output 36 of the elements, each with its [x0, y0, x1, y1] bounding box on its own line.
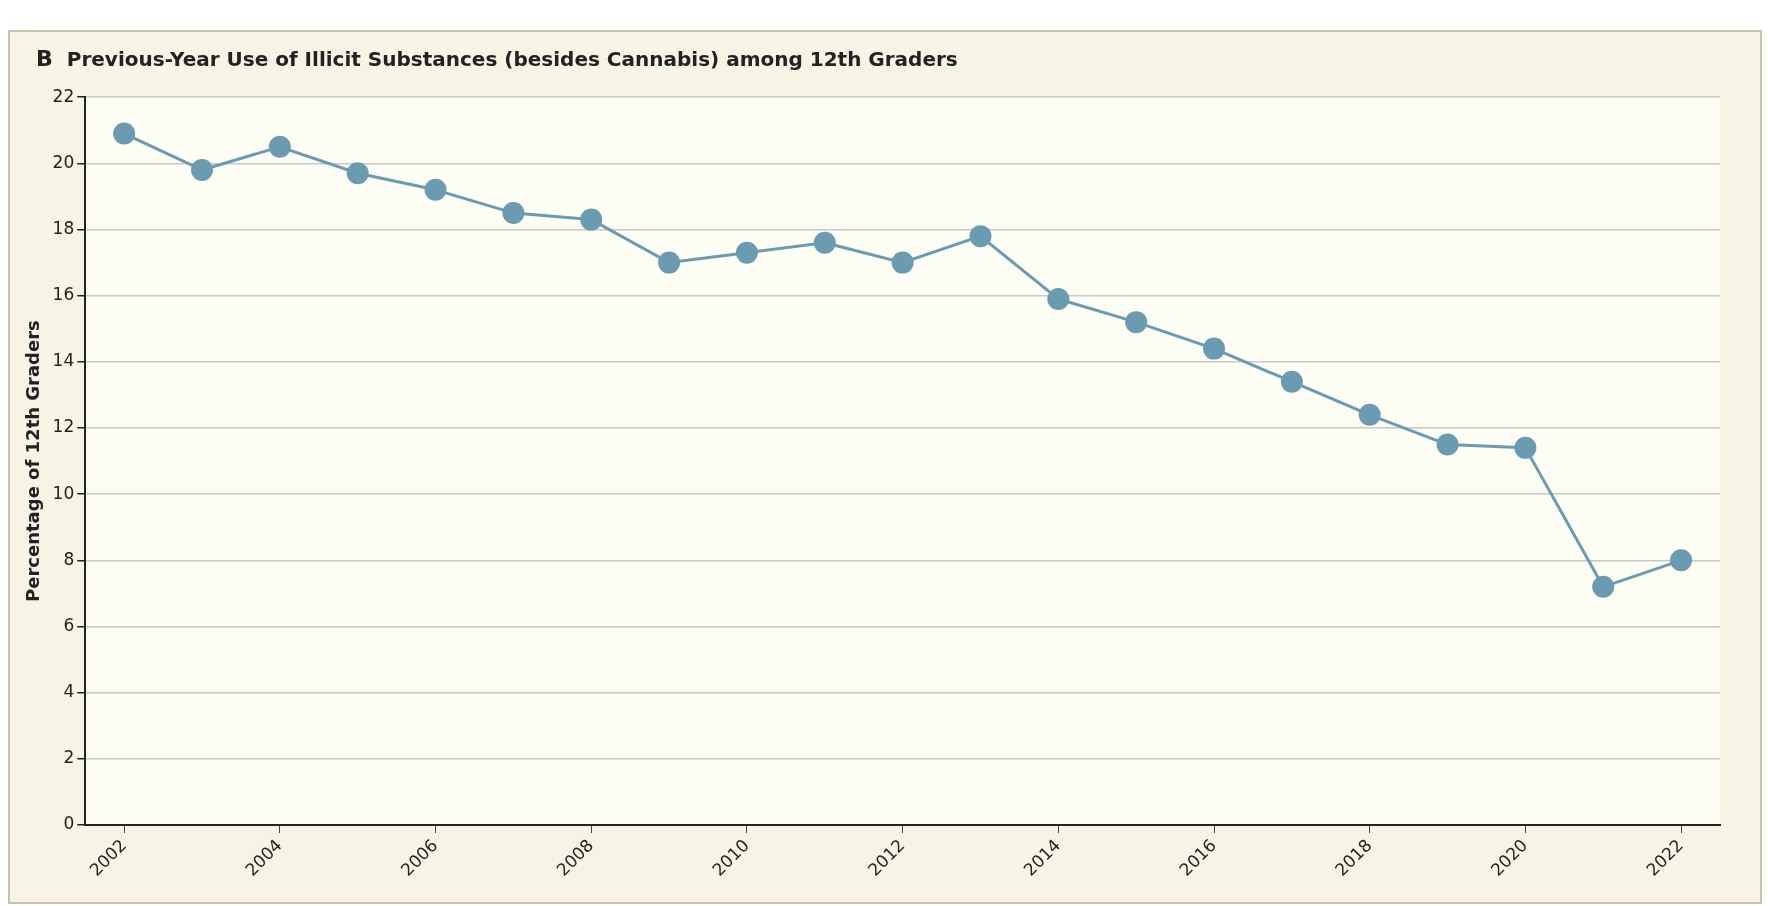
point: [1670, 549, 1693, 572]
point: [268, 135, 291, 158]
y-tick-label: 18: [52, 217, 75, 238]
point: [502, 201, 525, 224]
point: [191, 158, 213, 181]
y-tick-label: 10: [52, 482, 75, 503]
point: [1125, 311, 1148, 334]
y-tick-label: 22: [52, 85, 75, 106]
y-tick-label: 2: [63, 747, 75, 768]
chart-title: Previous-Year Use of Illicit Substances (besides Cannabis) among 12th Graders: [66, 47, 958, 71]
point: [1592, 575, 1615, 598]
point: [813, 231, 836, 254]
point: [969, 225, 992, 248]
y-tick-label: 20: [52, 151, 75, 172]
point: [658, 251, 681, 274]
point: [1514, 436, 1537, 459]
point: [891, 251, 914, 274]
point: [1358, 403, 1381, 426]
y-tick-label: 16: [52, 284, 75, 305]
text: B: [36, 46, 53, 71]
y-tick-label: 14: [52, 350, 75, 371]
y-tick-label: 0: [63, 813, 75, 834]
point: [580, 208, 603, 231]
point: [424, 178, 447, 201]
point: [1047, 287, 1070, 310]
point: [1203, 337, 1225, 360]
point: [346, 162, 369, 185]
point: [113, 122, 136, 145]
y-tick-label: 8: [63, 548, 75, 569]
y-tick-label: 12: [52, 416, 75, 437]
y-tick-label: 4: [63, 681, 75, 702]
y-tick-label: 6: [63, 614, 75, 635]
y-axis-title: Percentage of 12th Graders: [22, 320, 44, 602]
point: [735, 241, 758, 264]
point: [1436, 433, 1459, 456]
point: [1280, 370, 1303, 393]
